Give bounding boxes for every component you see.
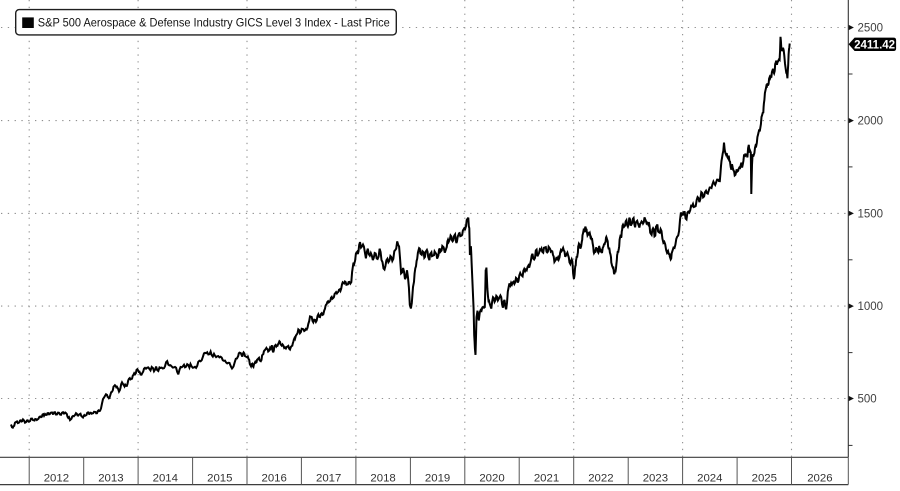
svg-text:2012: 2012 <box>44 472 69 484</box>
svg-text:1500: 1500 <box>858 209 884 221</box>
svg-text:2017: 2017 <box>316 472 341 484</box>
svg-text:2014: 2014 <box>153 472 178 484</box>
svg-text:2019: 2019 <box>425 472 450 484</box>
svg-text:S&P 500 Aerospace & Defense In: S&P 500 Aerospace & Defense Industry GIC… <box>38 17 390 30</box>
svg-text:1000: 1000 <box>858 301 884 313</box>
svg-text:2021: 2021 <box>534 472 559 484</box>
svg-text:2013: 2013 <box>98 472 123 484</box>
svg-text:2026: 2026 <box>807 472 832 484</box>
svg-text:2020: 2020 <box>479 472 504 484</box>
svg-text:2024: 2024 <box>697 472 722 484</box>
svg-text:2411.42: 2411.42 <box>854 39 895 51</box>
svg-text:2000: 2000 <box>858 116 884 128</box>
svg-text:2015: 2015 <box>207 472 232 484</box>
svg-text:2016: 2016 <box>262 472 287 484</box>
svg-text:2022: 2022 <box>588 472 613 484</box>
svg-text:500: 500 <box>858 394 877 406</box>
svg-text:2018: 2018 <box>370 472 395 484</box>
svg-text:2500: 2500 <box>858 23 884 35</box>
svg-text:2023: 2023 <box>643 472 668 484</box>
svg-text:2025: 2025 <box>752 472 777 484</box>
